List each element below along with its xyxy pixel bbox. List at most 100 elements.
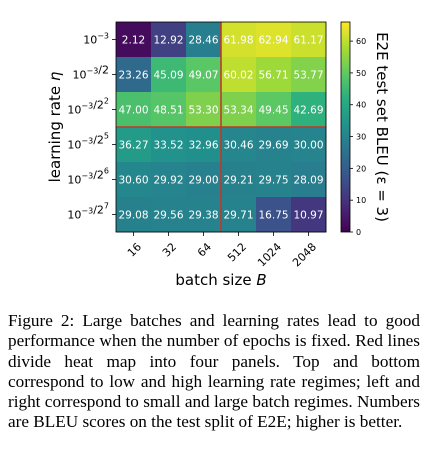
heatmap-cell <box>116 22 152 58</box>
cell-value-label: 30.00 <box>293 140 323 152</box>
cell-value-label: 53.77 <box>293 70 323 82</box>
x-axis-label: batch size B <box>175 271 266 289</box>
y-tick-label: 10−3/26 <box>67 167 109 187</box>
cell-value-label: 29.71 <box>223 210 253 222</box>
heatmap-cell <box>291 162 327 198</box>
cell-value-label: 60.02 <box>223 70 253 82</box>
colorbar-tick-label: 50 <box>356 69 366 78</box>
heatmap-cell <box>291 92 327 128</box>
cell-value-label: 32.96 <box>188 140 218 152</box>
cell-value-label: 29.69 <box>258 140 288 152</box>
y-tick-label: 10−3/27 <box>67 202 109 222</box>
cell-value-label: 29.38 <box>188 210 218 222</box>
caption-text: Figure 2: Large batches and learning rat… <box>8 311 420 432</box>
cell-value-label: 42.69 <box>293 105 323 117</box>
x-tick-label: 64 <box>195 240 214 259</box>
cell-value-label: 47.00 <box>118 105 148 117</box>
y-axis-label: learning rate η <box>46 71 64 182</box>
heatmap-cell <box>116 92 152 128</box>
heatmap-cell <box>256 92 292 128</box>
cell-value-label: 53.30 <box>188 105 218 117</box>
heatmap-cell <box>151 197 187 233</box>
x-tick-label: 32 <box>160 240 179 259</box>
colorbar: 0 10 20 30 40 50 60 E2E test set BLEU (ε = 3) <box>340 21 391 237</box>
cell-value-label: 28.46 <box>188 35 218 47</box>
heatmap-figure: 2.12 12.92 28.46 61.98 62.94 61.17 23.26 45.09 4… <box>46 21 391 289</box>
cell-value-label: 62.94 <box>258 35 288 47</box>
heatmap-cell <box>256 57 292 93</box>
colorbar-ticks: 0 10 20 30 40 50 60 <box>350 37 366 237</box>
colorbar-label: E2E test set BLEU (ε = 3) <box>373 32 391 222</box>
heatmap-cell <box>116 57 152 93</box>
cell-value-label: 33.52 <box>153 140 183 152</box>
heatmap-cell <box>186 197 222 233</box>
heatmap-cell <box>186 92 222 128</box>
y-tick-label: 10−3/22 <box>67 97 109 117</box>
cell-value-label: 61.17 <box>293 35 323 47</box>
heatmap-cell <box>186 57 222 93</box>
colorbar-tick-label: 20 <box>356 164 366 173</box>
x-tick-label: 16 <box>125 240 144 259</box>
cell-value-label: 29.75 <box>258 175 288 187</box>
heatmap-cell <box>221 57 257 93</box>
heatmap-cell <box>291 197 327 233</box>
cell-value-label: 49.07 <box>188 70 218 82</box>
heatmap-cell <box>256 127 292 163</box>
heatmap-cell <box>151 22 187 58</box>
cell-value-label: 48.51 <box>153 105 183 117</box>
y-tick-label: 10−3/25 <box>67 132 109 152</box>
heatmap-cell <box>186 22 222 58</box>
heatmap-cells <box>116 22 327 233</box>
cell-value-label: 29.08 <box>118 210 148 222</box>
cell-value-label: 16.75 <box>258 210 288 222</box>
cell-value-label: 29.92 <box>153 175 183 187</box>
cell-value-label: 2.12 <box>122 35 145 47</box>
heatmap-cell <box>291 22 327 58</box>
cell-value-label: 53.34 <box>223 105 253 117</box>
colorbar-tick-label: 30 <box>356 133 366 142</box>
cell-value-label: 28.09 <box>293 175 323 187</box>
cell-value-label: 36.27 <box>118 140 148 152</box>
heatmap-cell <box>116 162 152 198</box>
y-axis-ticks: 10−3 10−3/2 10−3/22 10−3/25 10−3/26 10−3/27 <box>67 32 116 222</box>
cell-value-label: 49.45 <box>258 105 288 117</box>
heatmap-cell-labels: 2.12 12.92 28.46 61.98 62.94 61.17 23.26 45.09 4… <box>118 35 323 222</box>
x-axis-ticks: 16 32 64 512 1024 2048 <box>125 232 319 269</box>
heatmap-cell <box>151 92 187 128</box>
heatmap-cell <box>291 57 327 93</box>
plot-frame <box>115 21 327 233</box>
x-tick-label: 512 <box>225 240 249 264</box>
heatmap-cell <box>256 22 292 58</box>
colorbar-tick-label: 10 <box>356 196 366 205</box>
heatmap-cell <box>221 92 257 128</box>
heatmap-cell <box>221 197 257 233</box>
panel-dividers <box>116 22 326 232</box>
cell-value-label: 30.60 <box>118 175 148 187</box>
cell-value-label: 23.26 <box>118 70 148 82</box>
heatmap-cell <box>221 162 257 198</box>
heatmap-cell <box>291 127 327 163</box>
cell-value-label: 56.71 <box>258 70 288 82</box>
heatmap-cell <box>151 57 187 93</box>
x-tick-label: 2048 <box>290 240 319 269</box>
heatmap-cell <box>116 197 152 233</box>
heatmap-cell <box>221 22 257 58</box>
cell-value-label: 29.00 <box>188 175 218 187</box>
heatmap-cell <box>186 127 222 163</box>
cell-value-label: 29.56 <box>153 210 183 222</box>
heatmap-cell <box>151 127 187 163</box>
y-tick-label: 10−3 <box>83 32 109 47</box>
cell-value-label: 45.09 <box>153 70 183 82</box>
cell-value-label: 29.21 <box>223 175 253 187</box>
cell-value-label: 61.98 <box>223 35 253 47</box>
colorbar-gradient <box>340 21 351 233</box>
colorbar-tick-label: 40 <box>356 101 366 110</box>
heatmap-cell <box>256 197 292 233</box>
figure-caption: Figure 2: Large batches and learning rat… <box>8 311 420 433</box>
heatmap-cell <box>151 162 187 198</box>
cell-value-label: 10.97 <box>293 210 323 222</box>
colorbar-tick-label: 0 <box>356 228 361 237</box>
y-tick-label: 10−3/2 <box>72 64 109 82</box>
heatmap-cell <box>116 127 152 163</box>
cell-value-label: 12.92 <box>153 35 183 47</box>
